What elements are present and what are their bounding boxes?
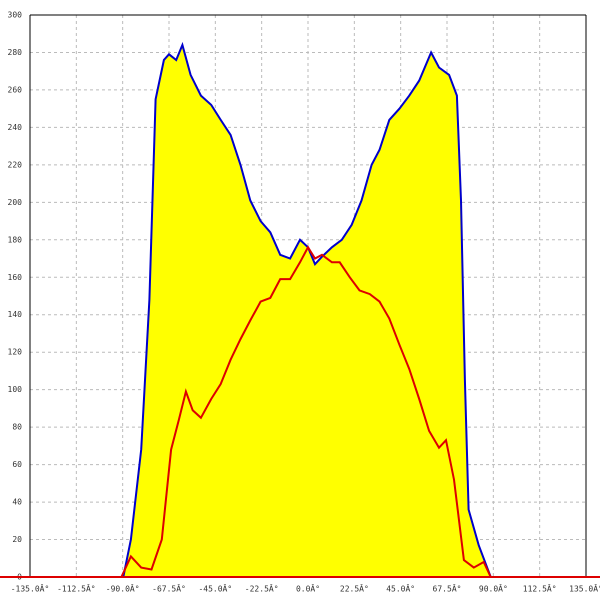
y-tick-label: 60: [12, 460, 22, 469]
y-tick-label: 300: [8, 11, 23, 20]
x-tick-label: 90.0Â°: [479, 583, 508, 594]
x-tick-label: -67.5Â°: [152, 583, 186, 594]
y-tick-label: 280: [8, 48, 23, 57]
x-tick-label: -112.5Â°: [57, 583, 96, 594]
x-tick-label: 112.5Â°: [523, 583, 557, 594]
y-tick-label: 40: [12, 498, 22, 507]
x-tick-label: 45.0Â°: [386, 583, 415, 594]
series-line: [120, 245, 492, 578]
x-tick-label: 22.5Â°: [340, 583, 369, 594]
y-tick-label: 160: [8, 273, 23, 282]
x-tick-label: -90.0Â°: [106, 583, 140, 594]
y-tick-label: 240: [8, 123, 23, 132]
y-tick-label: 100: [8, 385, 23, 394]
x-tick-label: -45.0Â°: [198, 583, 232, 594]
y-tick-label: 20: [12, 535, 22, 544]
y-tick-label: 180: [8, 235, 23, 244]
y-tick-label: 80: [12, 423, 22, 432]
x-tick-label: 135.0Â°: [569, 583, 600, 594]
area-fill: [123, 45, 491, 577]
x-tick-label: -135.0Â°: [11, 583, 50, 594]
x-tick-label: 0.0Â°: [296, 583, 320, 594]
y-tick-label: 260: [8, 85, 23, 94]
y-tick-label: 220: [8, 160, 23, 169]
y-tick-label: 140: [8, 310, 23, 319]
y-tick-label: 200: [8, 198, 23, 207]
x-tick-label: 67.5Â°: [433, 583, 462, 594]
y-tick-label: 120: [8, 348, 23, 357]
x-tick-label: -22.5Â°: [245, 583, 279, 594]
